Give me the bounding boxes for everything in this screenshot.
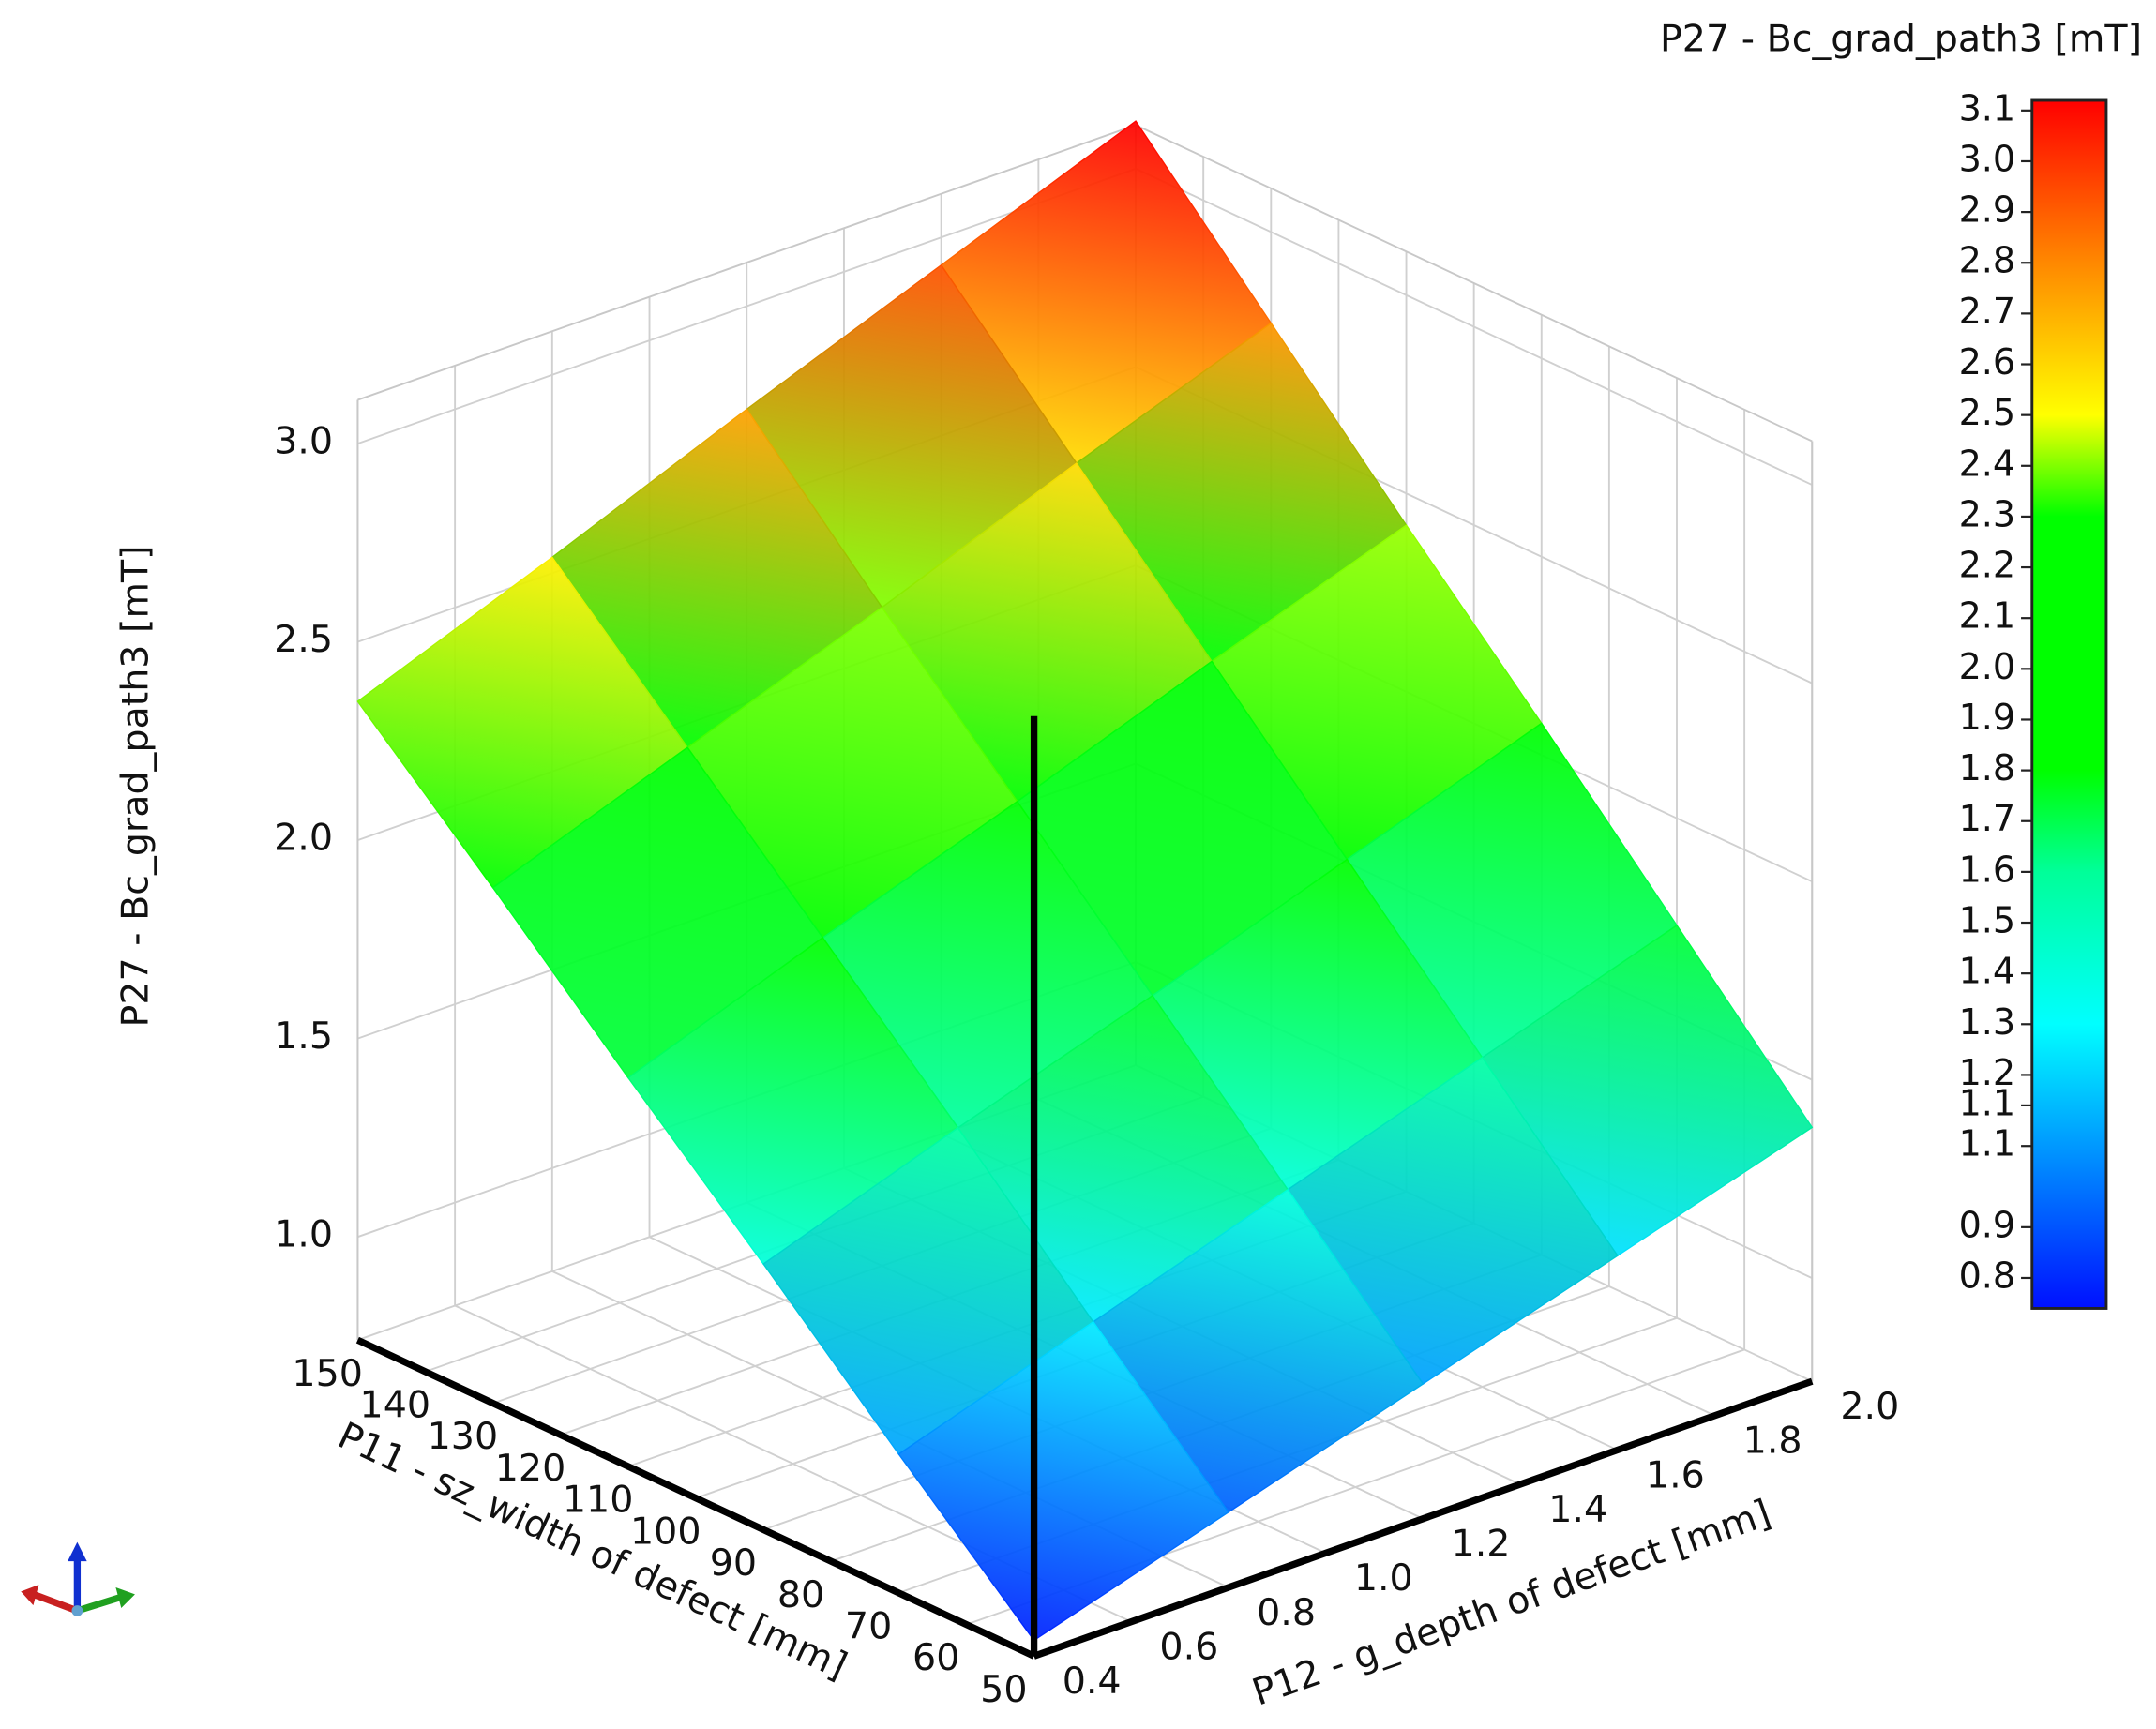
colorbar-tick-label: 2.8 xyxy=(1959,240,2016,281)
colorbar-title: P27 - Bc_grad_path3 [mT] xyxy=(1660,17,2142,60)
y-tick-label: 1.0 xyxy=(1354,1556,1413,1600)
z-tick-label: 2.0 xyxy=(274,817,333,860)
colorbar-tick-label: 1.9 xyxy=(1959,697,2016,738)
colorbar-tick-label: 3.1 xyxy=(1959,87,2016,128)
x-tick-label: 120 xyxy=(495,1447,566,1490)
colorbar-tick-label: 1.1 xyxy=(1959,1123,2016,1165)
x-tick-label: 150 xyxy=(292,1352,363,1395)
y-tick-label: 1.2 xyxy=(1452,1523,1511,1566)
colorbar-tick-label: 2.0 xyxy=(1959,646,2016,687)
triad-z-head xyxy=(68,1541,87,1562)
grid-line xyxy=(1135,168,1813,486)
x-axis-line xyxy=(355,1336,1036,1660)
colorbar-tick-label: 1.2 xyxy=(1959,1052,2016,1093)
y-tick-label: 1.6 xyxy=(1646,1453,1705,1496)
colorbar-tick-label: 1.8 xyxy=(1959,747,2016,789)
colorbar-tick-label: 2.4 xyxy=(1959,443,2016,484)
x-tick-label: 140 xyxy=(360,1383,431,1426)
y-tick-label: 1.8 xyxy=(1743,1420,1802,1463)
box-edge xyxy=(1135,124,1813,443)
triad-y-head xyxy=(115,1587,135,1609)
colorbar-tick-label: 2.2 xyxy=(1959,545,2016,586)
colorbar-tick-label: 2.1 xyxy=(1959,595,2016,637)
x-tick-label: 90 xyxy=(710,1541,757,1585)
y-tick-label: 2.0 xyxy=(1840,1385,1899,1428)
z-tick-label: 1.5 xyxy=(274,1015,333,1058)
x-tick-label: 110 xyxy=(563,1479,634,1522)
colorbar-tick-label: 1.7 xyxy=(1959,798,2016,839)
colorbar-tick-label: 1.3 xyxy=(1959,1001,2016,1043)
x-tick-label: 50 xyxy=(980,1668,1027,1711)
y-axis-line xyxy=(1033,1377,1814,1660)
y-tick-label: 1.4 xyxy=(1548,1488,1607,1531)
colorbar-tick-label: 2.7 xyxy=(1959,291,2016,332)
orientation-triad xyxy=(21,1541,135,1616)
colorbar-tick-label: 2.6 xyxy=(1959,341,2016,383)
x-tick-label: 80 xyxy=(777,1573,824,1616)
triad-x xyxy=(32,1590,79,1615)
triad-y xyxy=(76,1593,123,1615)
triad-origin xyxy=(71,1605,83,1616)
colorbar-tick-label: 0.9 xyxy=(1959,1204,2016,1245)
x-tick-label: 60 xyxy=(912,1636,959,1679)
z-axis-title: P27 - Bc_grad_path3 [mT] xyxy=(113,545,157,1027)
colorbar-tick-label: 2.9 xyxy=(1959,189,2016,231)
colorbar-tick-label: 2.5 xyxy=(1959,392,2016,433)
colorbar-tick-label: 3.0 xyxy=(1959,138,2016,179)
x-tick-label: 100 xyxy=(630,1510,701,1553)
colorbar-tick-label: 2.3 xyxy=(1959,493,2016,534)
z-tick-label: 1.0 xyxy=(274,1213,333,1256)
triad-x-head xyxy=(21,1585,39,1606)
colorbar-tick-label: 1.4 xyxy=(1959,951,2016,992)
colorbar-tick-label: 1.6 xyxy=(1959,849,2016,890)
y-tick-label: 0.4 xyxy=(1063,1660,1122,1703)
grid-line xyxy=(357,168,1137,444)
colorbar-tick-label: 1.5 xyxy=(1959,900,2016,941)
x-tick-label: 130 xyxy=(428,1415,499,1458)
z-tick-label: 2.5 xyxy=(274,618,333,661)
x-tick-label: 70 xyxy=(845,1604,892,1647)
colorbar-tick-label: 1.1 xyxy=(1959,1082,2016,1123)
box-edge xyxy=(357,124,1137,401)
colorbar-tick-label: 0.8 xyxy=(1959,1255,2016,1296)
surface xyxy=(356,120,1814,1642)
colorbar xyxy=(2030,98,2108,1310)
y-axis-title: P12 - g_depth of defect [mm] xyxy=(1247,1492,1776,1715)
z-tick-label: 3.0 xyxy=(274,420,333,463)
y-tick-label: 0.6 xyxy=(1159,1625,1218,1668)
surface-patch xyxy=(897,1320,1230,1642)
y-tick-label: 0.8 xyxy=(1257,1591,1316,1634)
